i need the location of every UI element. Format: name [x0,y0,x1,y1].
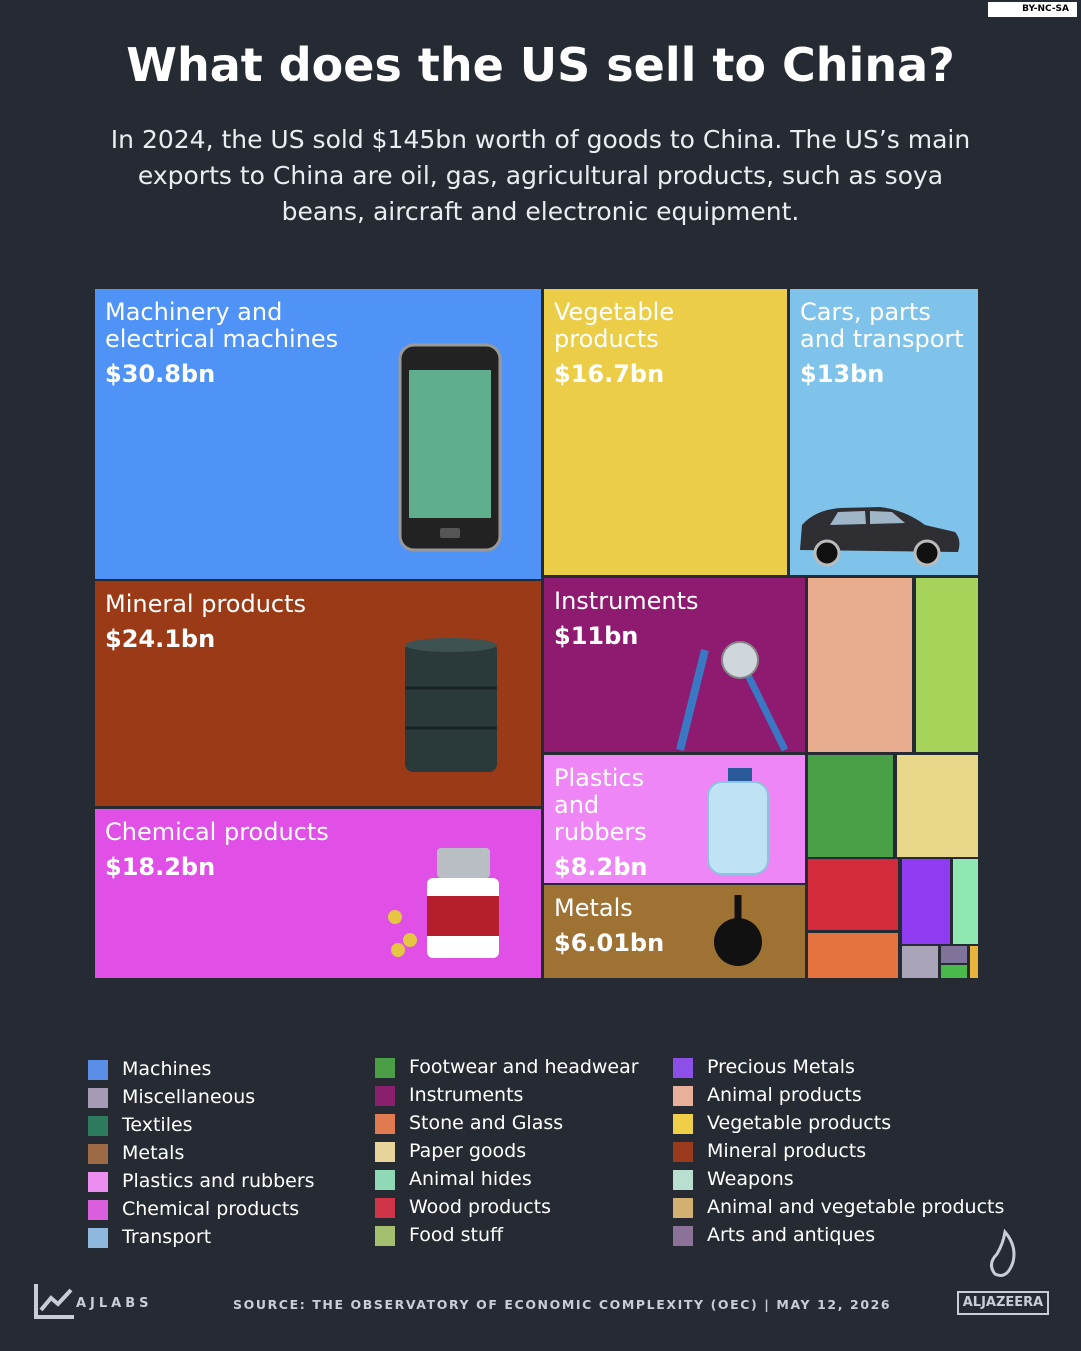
tile-label: Machinery and electrical machines $30.8bn [105,299,365,388]
tile-label: Mineral products $24.1bn [105,591,505,653]
legend-swatch [673,1198,693,1218]
legend-label: Metals [122,1142,185,1164]
aljazeera-logo [990,1228,1016,1277]
license-badge: BY-NC-SA [988,2,1077,17]
ajlabs-logo [34,1284,74,1319]
legend-label: Plastics and rubbers [122,1170,315,1192]
tile-label: Chemical products $18.2bn [105,819,505,881]
legend-label: Vegetable products [707,1112,892,1134]
legend-swatch [673,1142,693,1162]
tile-label: Cars, parts and transport $13bn [800,299,975,388]
treemap-tile: Metals $6.01bn [544,885,805,978]
treemap-tile: Cars, parts and transport $13bn [790,289,978,575]
treemap: Machinery and electrical machines $30.8bn… [95,289,978,978]
treemap-tile: Instruments $11bn [544,578,805,752]
legend-swatch [375,1198,395,1218]
legend-swatch [673,1114,693,1134]
treemap-tile [808,578,912,752]
legend-label: Instruments [409,1084,524,1106]
legend-swatch [88,1172,108,1192]
legend-swatch [88,1088,108,1108]
tile-label: Plastics and rubbers $8.2bn [554,765,674,881]
treemap-tile: Machinery and electrical machines $30.8bn [95,289,541,579]
lab-name: AJLABS [76,1296,153,1311]
legend-label: Chemical products [122,1198,300,1220]
legend-label: Textiles [122,1114,193,1136]
legend-swatch [673,1058,693,1078]
legend-label: Animal and vegetable products [707,1196,1005,1218]
tile-value: $24.1bn [105,625,216,653]
tile-name: Chemical products [105,818,329,846]
treemap-tile [916,578,978,752]
tile-value: $6.01bn [554,929,665,957]
legend-swatch [375,1058,395,1078]
tile-label: Vegetable products $16.7bn [554,299,734,388]
tile-name: Vegetable products [554,298,675,353]
legend-label: Stone and Glass [409,1112,564,1134]
treemap-tile: Mineral products $24.1bn [95,581,541,806]
source: SOURCE: THE OBSERVATORY OF ECONOMIC COMP… [233,1297,892,1312]
legend-label: Animal products [707,1084,862,1106]
legend-swatch [375,1170,395,1190]
treemap-tile [953,859,978,944]
treemap-tile: Chemical products $18.2bn [95,809,541,978]
tile-value: $8.2bn [554,853,648,881]
legend-swatch [375,1114,395,1134]
legend-label: Mineral products [707,1140,867,1162]
tile-value: $16.7bn [554,360,665,388]
legend-swatch [88,1116,108,1136]
chart-subtitle: In 2024, the US sold $145bn worth of goo… [110,125,971,226]
legend-label: Weapons [707,1168,794,1190]
legend-label: Miscellaneous [122,1086,256,1108]
legend-label: Transport [122,1226,212,1248]
legend-label: Arts and antiques [707,1224,876,1246]
legend-swatch [375,1086,395,1106]
treemap-tile [808,755,893,857]
treemap-tile [897,755,978,857]
legend-swatch [88,1200,108,1220]
legend-swatch [673,1226,693,1246]
tile-value: $13bn [800,360,885,388]
legend-label: Wood products [409,1196,551,1218]
legend-swatch [88,1228,108,1248]
legend-label: Food stuff [409,1224,504,1246]
treemap-tile [970,946,978,978]
legend-label: Footwear and headwear [409,1056,639,1078]
tile-name: Mineral products [105,590,307,618]
tile-name: Metals [554,894,633,922]
treemap-tile [902,946,938,978]
chart-title: What does the US sell to China? [126,38,955,92]
legend-label: Machines [122,1058,212,1080]
legend-swatch [88,1144,108,1164]
treemap-tile [941,965,967,978]
tile-name: Instruments [554,587,699,615]
legend-label: Paper goods [409,1140,527,1162]
treemap-tile [902,859,950,944]
legend-label: Precious Metals [707,1056,855,1078]
tile-label: Instruments $11bn [554,588,794,650]
treemap-tile: Vegetable products $16.7bn [544,289,787,575]
tile-name: Machinery and electrical machines [105,298,339,353]
treemap-tile [941,946,967,963]
treemap-tile [808,859,898,930]
legend-swatch [673,1170,693,1190]
tile-value: $30.8bn [105,360,216,388]
tile-label: Metals $6.01bn [554,895,794,957]
legend-swatch [375,1226,395,1246]
tile-name: Plastics and rubbers [554,764,647,846]
tile-value: $18.2bn [105,853,216,881]
legend-swatch [673,1086,693,1106]
legend-swatch [88,1060,108,1080]
tile-name: Cars, parts and transport [800,298,964,353]
brand: ALJAZEERA [957,1291,1049,1315]
treemap-tile [808,933,898,978]
tile-value: $11bn [554,622,639,650]
legend-swatch [375,1142,395,1162]
legend-label: Animal hides [409,1168,532,1190]
treemap-tile: Plastics and rubbers $8.2bn [544,755,805,883]
